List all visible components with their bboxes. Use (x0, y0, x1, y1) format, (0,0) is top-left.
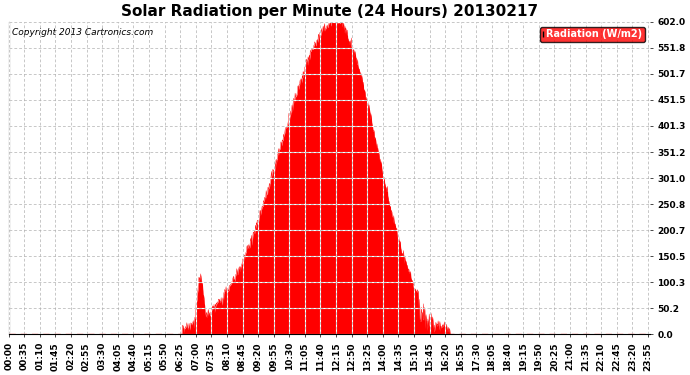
Title: Solar Radiation per Minute (24 Hours) 20130217: Solar Radiation per Minute (24 Hours) 20… (121, 4, 538, 19)
Text: Copyright 2013 Cartronics.com: Copyright 2013 Cartronics.com (12, 28, 153, 37)
Legend: Radiation (W/m2): Radiation (W/m2) (540, 27, 645, 42)
